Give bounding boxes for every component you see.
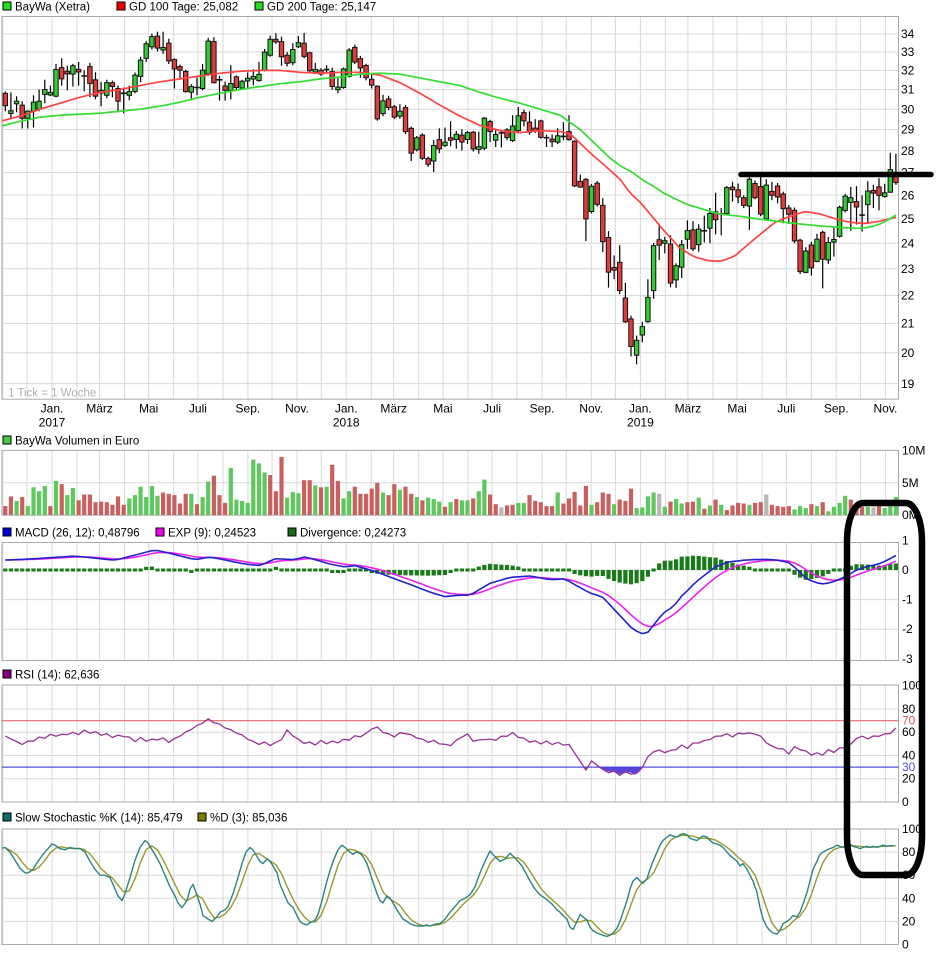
- svg-text:29: 29: [901, 123, 915, 137]
- svg-text:Juli: Juli: [189, 402, 207, 416]
- svg-text:0: 0: [902, 795, 909, 809]
- svg-text:BayWa Volumen in Euro: BayWa Volumen in Euro: [15, 436, 139, 448]
- svg-text:Slow Stochastic %K (14): 85,47: Slow Stochastic %K (14): 85,479: [15, 813, 182, 825]
- svg-text:Mai: Mai: [139, 402, 158, 416]
- svg-text:21: 21: [901, 317, 915, 331]
- svg-text:März: März: [86, 402, 113, 416]
- svg-text:Sep.: Sep.: [530, 402, 555, 416]
- svg-text:30: 30: [901, 102, 915, 116]
- svg-text:Jan.: Jan.: [335, 402, 358, 416]
- svg-text:80: 80: [902, 702, 916, 716]
- svg-text:22: 22: [901, 289, 915, 303]
- svg-text:Jan.: Jan.: [629, 402, 652, 416]
- svg-text:30: 30: [902, 760, 916, 774]
- svg-text:28: 28: [901, 144, 915, 158]
- svg-text:Jan.: Jan.: [41, 402, 64, 416]
- svg-text:0: 0: [902, 563, 909, 577]
- svg-text:-1: -1: [902, 593, 913, 607]
- svg-text:März: März: [675, 402, 702, 416]
- svg-text:5M: 5M: [902, 476, 919, 490]
- svg-text:70: 70: [902, 714, 916, 728]
- svg-text:-3: -3: [902, 652, 913, 666]
- svg-text:Sep.: Sep.: [824, 402, 849, 416]
- svg-text:-2: -2: [902, 622, 913, 636]
- svg-text:Juli: Juli: [483, 402, 501, 416]
- svg-text:2017: 2017: [39, 416, 66, 430]
- svg-text:20: 20: [902, 772, 916, 786]
- svg-text:0: 0: [902, 938, 909, 952]
- svg-text:40: 40: [902, 891, 916, 905]
- svg-text:23: 23: [901, 262, 915, 276]
- svg-text:MACD (26, 12): 0,48796: MACD (26, 12): 0,48796: [15, 528, 140, 540]
- svg-text:60: 60: [902, 725, 916, 739]
- svg-text:Nov.: Nov.: [579, 402, 603, 416]
- svg-text:Divergence: 0,24273: Divergence: 0,24273: [300, 528, 406, 540]
- svg-text:100: 100: [902, 822, 922, 836]
- svg-text:RSI (14): 62,636: RSI (14): 62,636: [15, 670, 99, 682]
- svg-text:2019: 2019: [627, 416, 654, 430]
- svg-text:10M: 10M: [902, 443, 925, 457]
- svg-text:Mai: Mai: [433, 402, 452, 416]
- svg-text:80: 80: [902, 845, 916, 859]
- svg-text:34: 34: [901, 27, 915, 41]
- svg-text:GD 100 Tage: 25,082: GD 100 Tage: 25,082: [129, 2, 238, 14]
- svg-text:26: 26: [901, 188, 915, 202]
- svg-text:%D (3): 85,036: %D (3): 85,036: [210, 813, 287, 825]
- svg-text:Mai: Mai: [727, 402, 746, 416]
- svg-text:100: 100: [902, 679, 922, 693]
- svg-text:24: 24: [901, 236, 915, 250]
- svg-text:20: 20: [901, 346, 915, 360]
- svg-text:1: 1: [902, 533, 909, 547]
- svg-text:25: 25: [901, 212, 915, 226]
- svg-text:Nov.: Nov.: [285, 402, 309, 416]
- svg-text:Juli: Juli: [777, 402, 795, 416]
- svg-text:40: 40: [902, 749, 916, 763]
- svg-text:20: 20: [902, 914, 916, 928]
- svg-text:19: 19: [901, 377, 915, 391]
- svg-text:1 Tick = 1 Woche: 1 Tick = 1 Woche: [8, 388, 96, 400]
- svg-text:2018: 2018: [333, 416, 360, 430]
- svg-text:BayWa (Xetra): BayWa (Xetra): [15, 2, 90, 14]
- svg-text:März: März: [380, 402, 407, 416]
- svg-text:Sep.: Sep.: [236, 402, 261, 416]
- svg-text:31: 31: [901, 83, 915, 97]
- svg-text:33: 33: [901, 45, 915, 59]
- svg-text:EXP (9): 0,24523: EXP (9): 0,24523: [168, 528, 256, 540]
- svg-text:32: 32: [901, 64, 915, 78]
- svg-text:Nov.: Nov.: [874, 402, 898, 416]
- svg-text:GD 200 Tage: 25,147: GD 200 Tage: 25,147: [267, 2, 376, 14]
